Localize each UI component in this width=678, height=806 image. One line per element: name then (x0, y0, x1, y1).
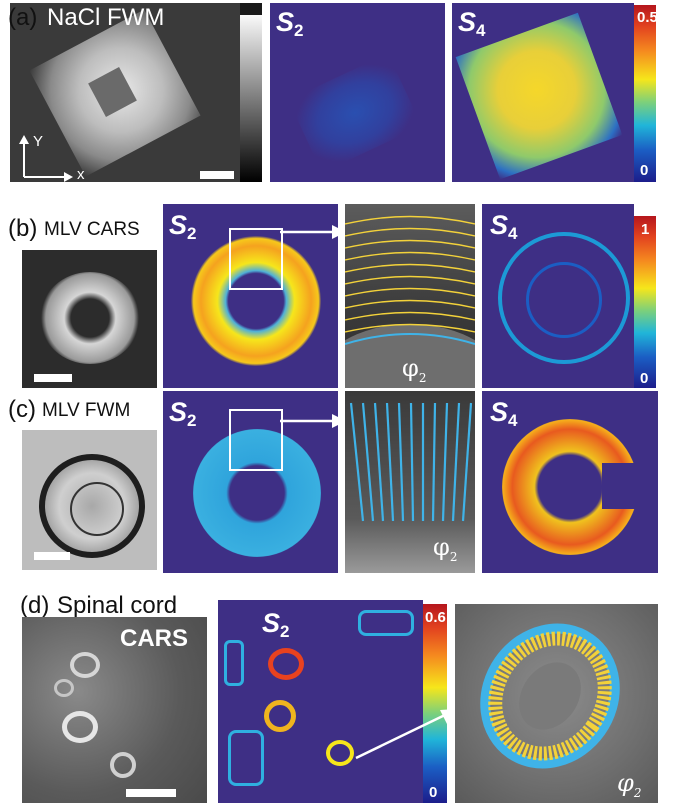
scale-bar (34, 374, 72, 382)
panel-d-title: Spinal cord (57, 592, 178, 619)
panel-c-title: MLV FWM (42, 400, 131, 421)
s4-symbol: S4 (458, 7, 486, 40)
panel-c-fwm-image (22, 430, 157, 570)
vesicle-ring (498, 232, 630, 364)
colorbar-b-max: 1 (641, 221, 650, 238)
colorbar-b-min: 0 (640, 370, 649, 387)
xy-axes-arrows (19, 135, 73, 182)
scale-bar (200, 171, 234, 179)
panel-b-s4-map: S4 (482, 204, 634, 388)
s4-symbol: S4 (490, 210, 518, 243)
s2-symbol: S2 (262, 608, 290, 641)
panel-b-cars-image (22, 250, 157, 388)
vesicle (40, 272, 140, 364)
colorbar-d-max: 0.6 (425, 609, 446, 626)
orientation-sticks (480, 623, 620, 769)
phi2-symbol: φ2 (617, 769, 642, 800)
zoom-arrow-d (355, 709, 456, 760)
cars-label: CARS (120, 625, 189, 652)
phi2-symbol: φ2 (402, 354, 427, 385)
panel-c-phi2-zoom: φ2 (345, 391, 475, 573)
panel-a-label: (a) (8, 4, 38, 31)
y-axis-label: Y (33, 133, 44, 150)
orientation-sticks (345, 215, 475, 345)
panel-c-s4-map: S4 (482, 391, 658, 573)
phi2-symbol: φ2 (433, 533, 458, 564)
grayscale-colorbar (240, 15, 262, 182)
colorbar-a (634, 5, 656, 182)
panel-d-cars-image: CARS (22, 617, 207, 803)
vesicle-ring (191, 236, 321, 366)
panel-a-nacl-fwm-image: Y x (10, 3, 262, 182)
colorbar-b (634, 216, 656, 388)
panel-c-label: (c) (8, 396, 36, 423)
panel-b-title: MLV CARS (44, 219, 140, 240)
panel-a-title: NaCl FWM (47, 4, 165, 31)
s4-symbol: S4 (490, 397, 518, 430)
vesicle-ring (193, 429, 321, 557)
zoom-arrow-b (280, 225, 346, 239)
s2-symbol: S2 (169, 397, 197, 430)
x-axis-label: x (77, 166, 85, 182)
zoom-arrow-c (280, 414, 346, 428)
s2-symbol: S2 (276, 7, 304, 40)
panel-b-phi2-zoom: φ2 (345, 204, 475, 388)
panel-a-s2-map: S2 (270, 3, 445, 182)
colorbar-d (423, 604, 447, 803)
panel-d-label: (d) (20, 592, 50, 619)
colorbar-a-min: 0 (640, 162, 649, 179)
panel-c-s2-map: S2 (163, 391, 338, 573)
s2-symbol: S2 (169, 210, 197, 243)
panel-d-s2-map: S2 (218, 600, 423, 803)
zoom-box (229, 409, 283, 471)
panel-b-label: (b) (8, 215, 38, 242)
panel-d-phi2-zoom: φ2 (455, 604, 658, 803)
colorbar-a-max: 0.5 (637, 9, 658, 26)
zoom-box (229, 228, 283, 290)
panel-b-s2-map: S2 (163, 204, 338, 388)
orientation-sticks (349, 402, 473, 522)
colorbar-d-min: 0 (429, 784, 438, 801)
panel-a-s4-map: S4 (452, 3, 634, 182)
scale-bar (34, 552, 70, 560)
scale-bar (126, 789, 176, 797)
